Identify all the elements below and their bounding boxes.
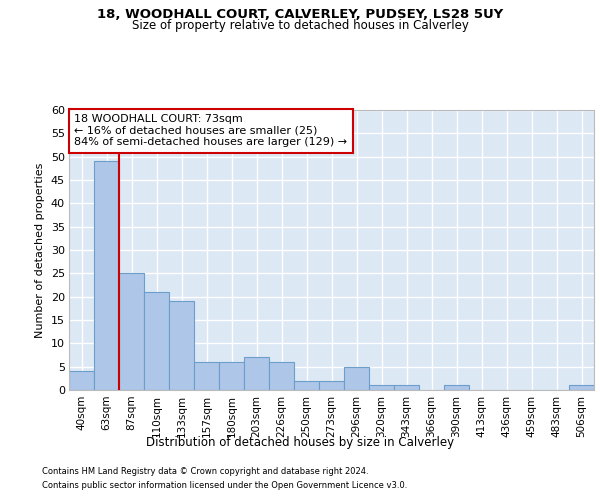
Bar: [119, 274, 144, 390]
Bar: [169, 302, 194, 390]
Bar: [444, 386, 469, 390]
Text: 18 WOODHALL COURT: 73sqm
← 16% of detached houses are smaller (25)
84% of semi-d: 18 WOODHALL COURT: 73sqm ← 16% of detach…: [74, 114, 347, 148]
Bar: [69, 372, 94, 390]
Bar: [344, 366, 369, 390]
Bar: [244, 358, 269, 390]
Bar: [219, 362, 244, 390]
Y-axis label: Number of detached properties: Number of detached properties: [35, 162, 45, 338]
Text: Distribution of detached houses by size in Calverley: Distribution of detached houses by size …: [146, 436, 454, 449]
Bar: [94, 162, 119, 390]
Text: Contains HM Land Registry data © Crown copyright and database right 2024.: Contains HM Land Registry data © Crown c…: [42, 467, 368, 476]
Bar: [194, 362, 219, 390]
Bar: [569, 386, 594, 390]
Bar: [369, 386, 394, 390]
Text: 18, WOODHALL COURT, CALVERLEY, PUDSEY, LS28 5UY: 18, WOODHALL COURT, CALVERLEY, PUDSEY, L…: [97, 8, 503, 20]
Text: Contains public sector information licensed under the Open Government Licence v3: Contains public sector information licen…: [42, 481, 407, 490]
Text: Size of property relative to detached houses in Calverley: Size of property relative to detached ho…: [131, 19, 469, 32]
Bar: [319, 380, 344, 390]
Bar: [394, 386, 419, 390]
Bar: [269, 362, 294, 390]
Bar: [294, 380, 319, 390]
Bar: [144, 292, 169, 390]
